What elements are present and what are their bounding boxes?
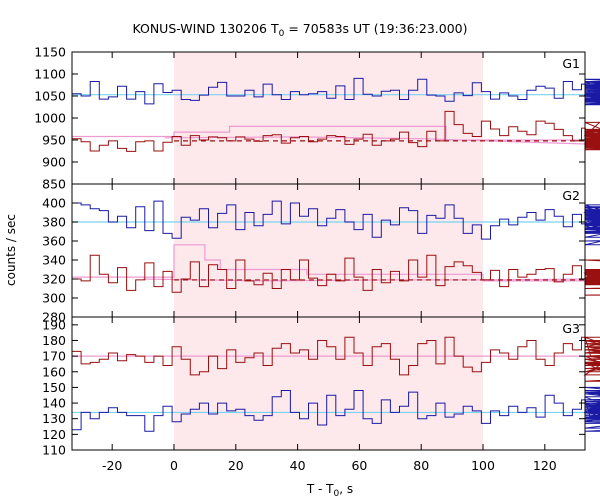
panel-label: G2 — [562, 188, 580, 203]
xlabel-main: T - T — [306, 482, 334, 496]
y-tick-label: 950 — [42, 133, 66, 148]
x-tick-label: 0 — [170, 458, 178, 473]
y-tick-label: 1150 — [34, 45, 66, 60]
y-tick-label: 180 — [42, 333, 66, 348]
series-g2-red — [72, 254, 600, 296]
series-g3-red — [72, 336, 600, 382]
y-tick-label: 120 — [42, 427, 66, 442]
y-tick-label: 150 — [42, 380, 66, 395]
panel-label: G1 — [562, 56, 580, 71]
y-tick-label: 340 — [42, 253, 66, 268]
series-g1-red — [72, 110, 600, 152]
y-tick-label: 850 — [42, 177, 66, 192]
chart-title: KONUS-WIND 130206 T0 = 70583s UT (19:36:… — [132, 21, 467, 39]
x-tick-label: 80 — [413, 458, 429, 473]
y-tick-label: 400 — [42, 196, 66, 211]
x-tick-label: 60 — [351, 458, 367, 473]
y-axis-label: counts / sec — [4, 214, 18, 286]
panels-container: 850 900 950 1000 1050 1100 1150 G1 280 300 320 340 3… — [34, 45, 600, 458]
x-axis-ticks: -20 0 20 40 60 80 100 120 — [102, 458, 557, 473]
y-tick-label: 1100 — [34, 67, 66, 82]
xlabel-rest: , s — [339, 482, 353, 496]
y-tick-label: 130 — [42, 411, 66, 426]
xlabel-subscript: 0 — [334, 489, 340, 499]
y-tick-label: 320 — [42, 272, 66, 287]
y-tick-label: 280 — [42, 310, 66, 325]
title-main: KONUS-WIND 130206 T — [132, 21, 278, 36]
x-tick-label: -20 — [102, 458, 122, 473]
x-axis-label: T - T0, s — [306, 482, 353, 499]
title-subscript: 0 — [279, 29, 285, 39]
panel-g2: 280 300 320 340 360 380 400 G2 — [42, 183, 600, 325]
series-g2-blue — [72, 200, 600, 246]
shaded-interval-g1 — [173, 52, 484, 184]
x-tick-label: 20 — [228, 458, 244, 473]
model-line-pink — [72, 244, 585, 282]
shaded-interval-g2 — [173, 184, 484, 317]
x-tick-label: 100 — [471, 458, 495, 473]
panel-frame — [71, 316, 586, 451]
svg-text:KONUS-WIND 130206 T0 = 70583s: KONUS-WIND 130206 T0 = 70583s UT (19:36:… — [132, 21, 467, 39]
panel-label: G3 — [562, 321, 580, 336]
shaded-interval-g3 — [173, 317, 484, 450]
panel-g1: 850 900 950 1000 1050 1100 1150 G1 — [34, 45, 600, 192]
y-tick-label: 190 — [42, 317, 66, 332]
y-tick-label: 110 — [42, 443, 66, 458]
fit-line-pink — [164, 136, 586, 145]
y-tick-label: 900 — [42, 155, 66, 170]
y-tick-label: 300 — [42, 291, 66, 306]
y-tick-label: 140 — [42, 396, 66, 411]
x-tick-label: 120 — [533, 458, 557, 473]
title-rest: = 70583s UT (19:36:23.000) — [284, 21, 467, 36]
x-tick-label: 40 — [290, 458, 306, 473]
y-tick-label: 1050 — [34, 89, 66, 104]
model-line-pink — [72, 125, 585, 141]
y-tick-label: 160 — [42, 364, 66, 379]
y-tick-label: 1000 — [34, 111, 66, 126]
y-tick-label: 360 — [42, 234, 66, 249]
y-tick-label: 170 — [42, 349, 66, 364]
y-tick-label: 380 — [42, 215, 66, 230]
